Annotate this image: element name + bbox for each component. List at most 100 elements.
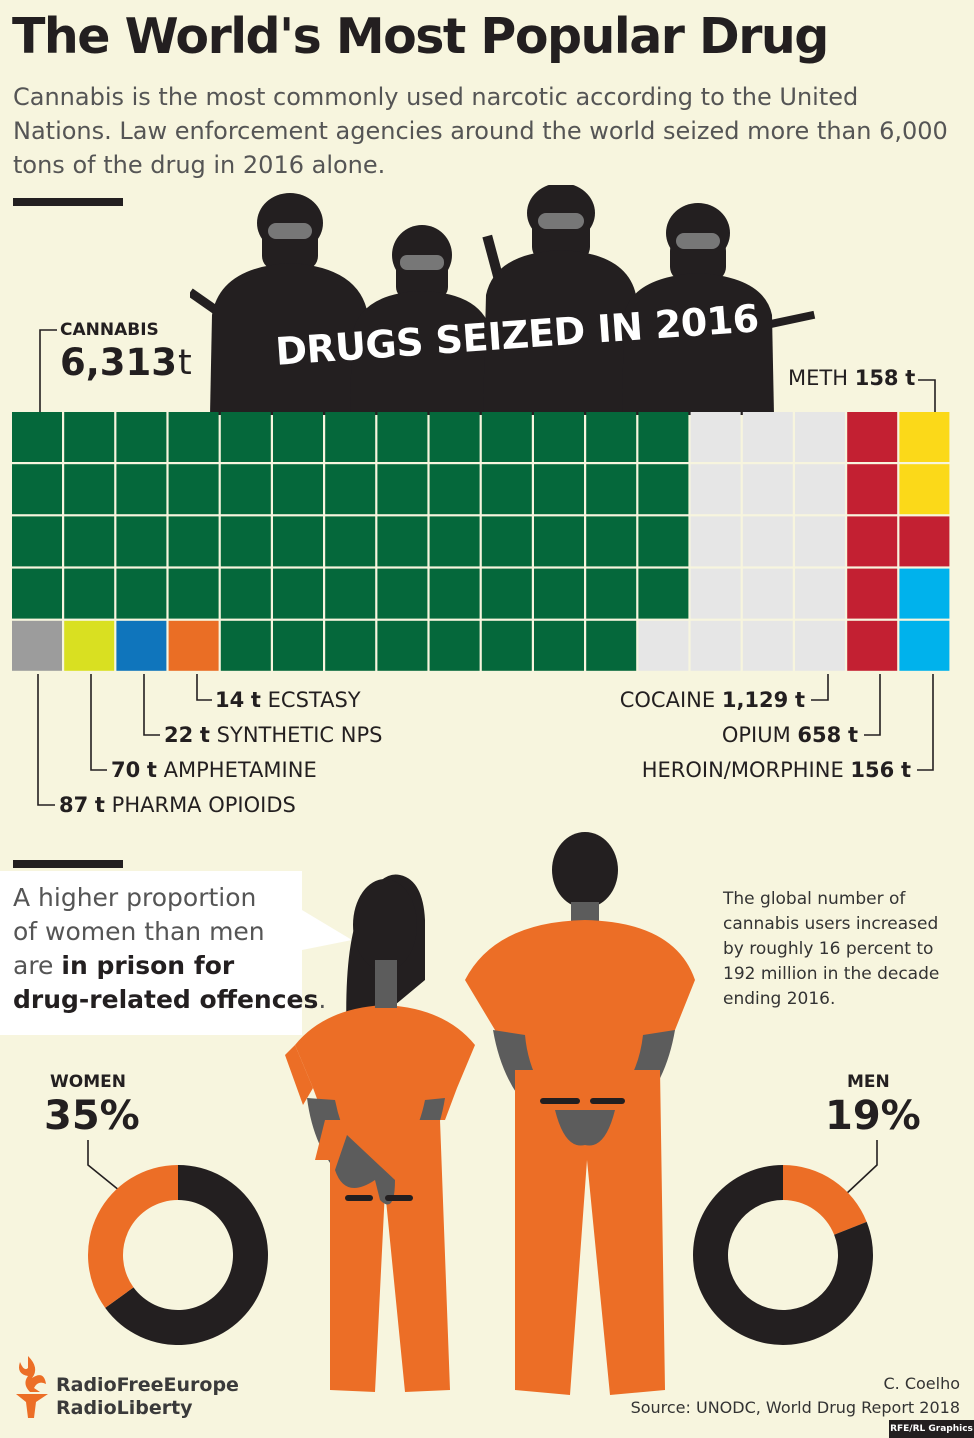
leader-line [196,674,212,701]
waffle-cell-cannabis [325,568,376,619]
waffle-cell-cannabis [273,516,323,567]
users-note: The global number of cannabis users incr… [723,889,940,1009]
pharma-label: 87 t PHARMA OPIOIDS [59,793,296,817]
donut-slice [105,1165,268,1345]
prison-text-line: of women than men [13,917,265,946]
waffle-cell-cannabis [168,464,219,515]
heroin-name: HEROIN/MORPHINE [641,758,844,782]
waffle-cell-cannabis [273,412,323,462]
waffle-cell-cannabis [534,620,584,671]
donut-slice [88,1165,178,1308]
waffle-cell-cannabis [534,516,584,567]
synthetic-name: SYNTHETIC NPS [216,723,383,747]
waffle-cell-cannabis [220,568,271,619]
waffle-cell-cannabis [586,568,637,619]
waffle-cell-cannabis [429,620,480,671]
men-label: MEN [847,1072,890,1092]
waffle-cell-cannabis [638,464,689,515]
amphetamine-name: AMPHETAMINE [163,758,317,782]
waffle-cell-cannabis [116,412,167,462]
waffle-cell-cannabis [377,568,428,619]
waffle-cell-cocaine [638,620,689,671]
logo-line: RadioLiberty [56,1397,193,1419]
waffle-chart [12,329,950,806]
leader-line [39,329,57,412]
waffle-cell-cocaine [742,620,793,671]
waffle-cell-meth [899,412,950,462]
rferl-logo: RadioFreeEurope RadioLiberty [56,1374,239,1420]
waffle-cell-opium [847,464,898,515]
waffle-cell-cocaine [795,412,845,462]
waffle-cell-cannabis [638,568,689,619]
ecstasy-value: 14 [215,688,245,712]
waffle-cell-cannabis [377,516,428,567]
heroin-unit: t [900,758,911,782]
leader-line [811,674,829,701]
waffle-cell-pharma-opioids [12,620,62,671]
divider [13,198,123,206]
waffle-cell-opium [847,412,898,462]
prison-text-line: A higher proportion [13,883,257,912]
opium-label: OPIUM 658 t [650,723,858,747]
waffle-cell-cannabis [220,464,271,515]
waffle-cell-cannabis [273,568,323,619]
synthetic-unit: t [199,723,210,747]
leader-line [90,674,107,771]
ecstasy-unit: t [250,688,261,712]
cocaine-name: COCAINE [619,688,716,712]
waffle-cell-cannabis [586,412,637,462]
speech-pointer [302,910,352,950]
opium-name: OPIUM [721,723,791,747]
meth-label: METH 158 t [788,366,915,390]
waffle-cell-cannabis [168,516,219,567]
amphetamine-unit: t [146,758,157,782]
waffle-cell-ecstasy [168,620,219,671]
donut-slice [783,1165,867,1235]
waffle-cell-cannabis [377,464,428,515]
waffle-cell-cannabis [168,412,219,462]
waffle-cell-cocaine [795,464,845,515]
waffle-cell-cocaine [690,412,741,462]
pharma-unit: t [94,793,105,817]
waffle-cell-cannabis [638,412,689,462]
waffle-cell-cannabis [429,464,480,515]
waffle-cell-cannabis [116,516,167,567]
prison-text-bold: drug-related offences [13,985,319,1014]
waffle-cell-cannabis [64,568,115,619]
waffle-cell-heroin-morphine [899,568,950,619]
waffle-cell-cannabis [638,516,689,567]
waffle-cell-cannabis [12,568,62,619]
waffle-cell-meth [899,464,950,515]
waffle-cell-cannabis [481,516,532,567]
prison-text-line: are in prison for [13,949,234,983]
waffle-cell-cannabis [586,464,637,515]
waffle-cell-amphetamine [64,620,115,671]
waffle-cell-cannabis [429,516,480,567]
cannabis-label: CANNABIS [60,320,159,340]
women-label: WOMEN [50,1072,126,1092]
leader-line [37,674,55,806]
meth-value: 158 [854,366,899,390]
waffle-cell-cannabis [273,464,323,515]
waffle-cell-cannabis [429,568,480,619]
ecstasy-label: 14 t ECSTASY [215,688,361,712]
waffle-cell-opium [899,516,950,567]
waffle-cell-cannabis [220,516,271,567]
men-percent: 19% [825,1093,921,1139]
page-title: The World's Most Popular Drug [12,8,829,65]
cannabis-value: 6,313 [60,341,178,384]
waffle-cell-cocaine [690,516,741,567]
meth-name: METH [788,366,849,390]
waffle-cell-cannabis [64,412,115,462]
credit-badge: RFE/RL Graphics [889,1420,974,1438]
waffle-cell-synthetic-nps [116,620,167,671]
opium-value: 658 [797,723,842,747]
waffle-cell-cannabis [12,516,62,567]
waffle-cell-cannabis [168,568,219,619]
pharma-value: 87 [59,793,89,817]
prison-text-box: A higher proportion of women than men ar… [0,871,326,1035]
waffle-cell-cannabis [481,568,532,619]
prison-text-bold: in prison for [61,951,235,980]
cocaine-label: COCAINE 1,129 t [580,688,805,712]
waffle-cell-cannabis [116,568,167,619]
